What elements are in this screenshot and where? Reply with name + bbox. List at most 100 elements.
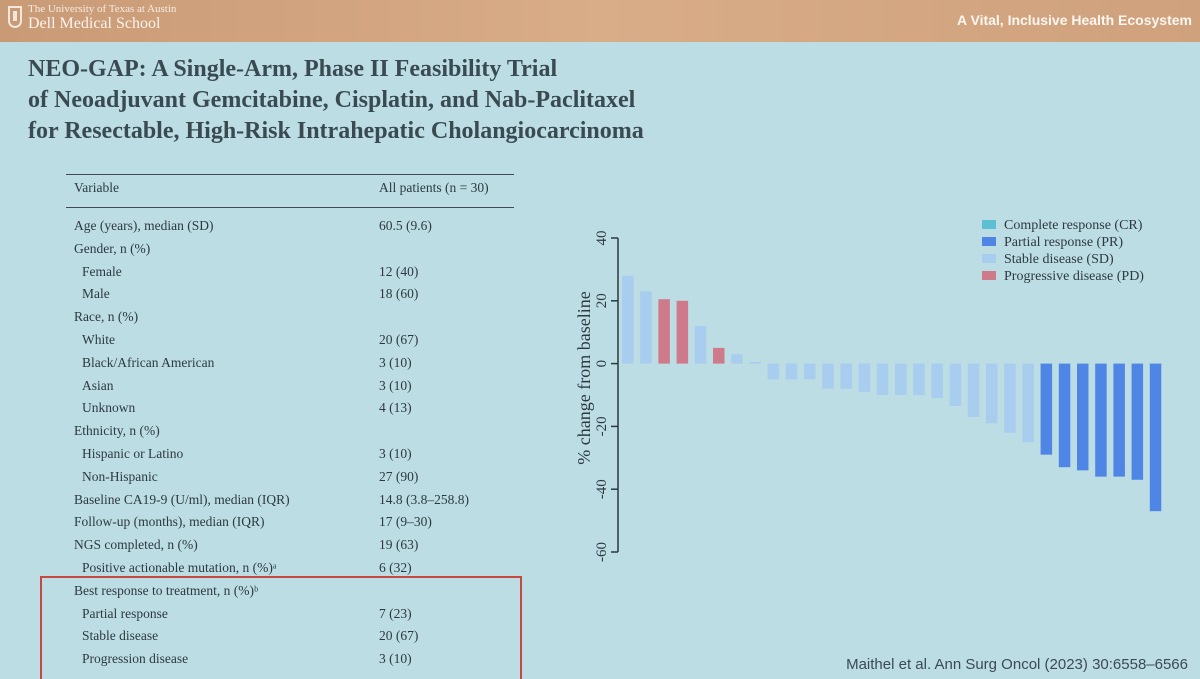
row-value: 18 (60) [379,286,419,302]
bar-sd [804,363,816,380]
bar-sd [895,363,907,395]
row-value: 20 (67) [379,332,419,347]
row-variable: Partial response [82,605,168,621]
bar-pr [1149,363,1162,512]
bar-sd [640,291,652,364]
row-variable: Black/African American [82,354,215,370]
row-variable: Ethnicity, n (%) [74,423,160,439]
legend-swatch-sd [982,254,996,263]
row-variable: Gender, n (%) [74,240,151,256]
bar-sd [731,354,743,364]
legend-swatch-cr [982,220,996,229]
bar-sd [876,363,889,395]
bars-group [622,275,1162,512]
bar-pr [1040,363,1053,455]
bar-sd [949,363,962,406]
legend-label-pr: Partial response (PR) [1004,235,1123,250]
y-tick-label: 20 [594,293,610,308]
row-value: 3 (10) [379,354,412,370]
bar-sd [749,362,761,364]
slide-title: NEO-GAP: A Single-Arm, Phase II Feasibil… [28,54,928,147]
y-axis-label: % change from baseline [574,291,594,464]
bar-pd [676,300,689,364]
row-variable: Follow-up (months), median (IQR) [74,514,265,530]
bar-sd [622,275,634,364]
row-variable: NGS completed, n (%) [74,537,198,553]
bar-sd [1022,363,1034,443]
bar-pd [658,299,670,364]
best-response-highlight-box [40,576,522,679]
table-header-rule [66,207,514,208]
waterfall-chart: 40 20 0 -20 -40 -60 Complete response (CR) Par… [574,218,1162,562]
row-variable: Race, n (%) [74,309,139,325]
row-variable: Unknown [82,400,136,416]
bar-sd [858,363,871,392]
legend-label-cr: Complete response (CR) [1004,218,1143,233]
row-value: 7 (23) [379,605,412,621]
row-value: 3 (10) [379,651,412,667]
y-tick-label: -40 [594,479,610,499]
bar-sd [931,363,943,399]
bar-pd [713,347,725,364]
y-tick-label: 0 [594,360,610,368]
legend-swatch-pd [982,271,996,280]
row-variable: Age (years), median (SD) [74,218,214,233]
y-tick-label: -60 [594,542,610,562]
col-header-all-patients: All patients (n = 30) [379,180,489,195]
row-value: 4 (13) [379,400,412,416]
bar-sd [1004,363,1016,433]
school-name: Dell Medical School [28,15,161,32]
col-header-variable: Variable [74,180,119,195]
row-variable: Non-Hispanic [82,468,158,484]
bar-sd [986,363,998,424]
row-variable: Progression disease [82,651,189,667]
header-bar: The University of Texas at Austin Dell M… [0,0,1200,42]
y-tick-label: 40 [594,231,610,246]
row-value: 3 (10) [379,377,412,393]
title-line-1: NEO-GAP: A Single-Arm, Phase II Feasibil… [28,56,558,82]
bar-sd [822,363,834,389]
bar-sd [840,363,852,389]
bar-sd [913,363,925,395]
bar-sd [785,363,798,380]
row-value: 3 (10) [379,446,412,461]
bar-pr [1113,363,1125,477]
row-variable: Asian [82,377,114,393]
table-top-rule [66,174,514,175]
row-variable: Female [82,263,122,279]
row-variable: Positive actionable mutation, n (%)ᵃ [82,560,277,575]
row-variable: Stable disease [82,628,159,644]
row-value: 27 (90) [379,468,419,484]
row-value: 20 (67) [379,628,419,644]
bar-pr [1058,363,1071,468]
row-variable: Baseline CA19-9 (U/ml), median (IQR) [74,491,290,507]
row-variable: White [82,332,115,347]
row-value: 19 (63) [379,537,419,553]
y-tick-label: -20 [594,416,610,436]
ut-shield-icon [8,6,22,28]
row-value: 12 (40) [379,263,419,279]
chart-legend: Complete response (CR) Partial response (… [982,218,1144,284]
row-value: 17 (9–30) [379,514,432,530]
row-value: 14.8 (3.8–258.8) [379,491,469,507]
row-value: 60.5 (9.6) [379,218,432,233]
bar-pr [1131,363,1144,480]
bar-sd [694,325,707,364]
bar-sd [967,363,980,417]
bar-pr [1077,363,1089,471]
row-variable: Male [82,286,110,302]
title-line-3: for Resectable, High-Risk Intrahepatic C… [28,118,644,144]
row-variable: Hispanic or Latino [82,446,184,461]
legend-swatch-pr [982,237,996,246]
bar-sd [767,363,780,380]
university-name: The University of Texas at Austin [28,3,177,15]
title-line-2: of Neoadjuvant Gemcitabine, Cisplatin, a… [28,87,636,113]
legend-label-pd: Progressive disease (PD) [1004,269,1144,284]
header-tagline: A Vital, Inclusive Health Ecosystem [957,12,1192,28]
bar-pr [1095,363,1107,477]
citation: Maithel et al. Ann Surg Oncol (2023) 30:… [846,656,1188,673]
row-value: 6 (32) [379,560,412,575]
row-variable: Best response to treatment, n (%)ᵇ [74,582,259,598]
legend-label-sd: Stable disease (SD) [1004,252,1114,267]
y-axis: 40 20 0 -20 -40 -60 [594,231,619,562]
